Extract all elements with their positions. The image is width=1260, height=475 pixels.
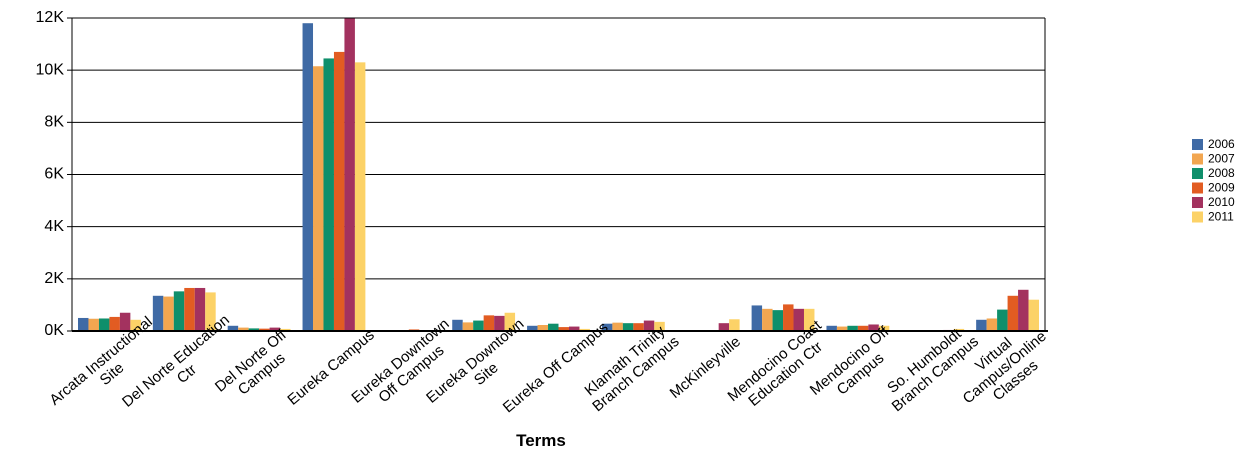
bar bbox=[868, 324, 879, 331]
bar bbox=[119, 312, 131, 331]
legend-swatch bbox=[1192, 153, 1203, 165]
bar bbox=[238, 327, 249, 331]
bar bbox=[78, 317, 89, 331]
bar bbox=[280, 328, 291, 331]
x-axis-label: Terms bbox=[516, 431, 566, 450]
legend-label: 2009 bbox=[1208, 181, 1235, 195]
bar bbox=[579, 328, 590, 331]
bar bbox=[163, 296, 174, 331]
bar bbox=[227, 325, 239, 331]
legend-label: 2010 bbox=[1208, 195, 1235, 209]
y-tick-label: 4K bbox=[44, 218, 64, 235]
bar bbox=[205, 292, 216, 331]
y-tick-label: 10K bbox=[36, 61, 65, 78]
bar bbox=[184, 287, 195, 331]
legend-swatch bbox=[1192, 182, 1203, 194]
bar bbox=[772, 310, 784, 331]
bar bbox=[194, 287, 206, 331]
bar bbox=[269, 327, 281, 331]
bar bbox=[302, 23, 314, 331]
bar bbox=[986, 318, 998, 331]
bar bbox=[783, 304, 794, 331]
y-tick-label: 12K bbox=[36, 9, 65, 26]
bar bbox=[537, 325, 549, 331]
bar bbox=[1018, 289, 1029, 331]
bar bbox=[259, 328, 270, 331]
bar bbox=[803, 308, 815, 331]
bar bbox=[622, 323, 634, 331]
bar bbox=[354, 62, 366, 331]
bar bbox=[1028, 299, 1039, 331]
bar bbox=[152, 295, 164, 331]
bar bbox=[323, 58, 334, 331]
bar bbox=[504, 312, 516, 331]
axes-layer bbox=[67, 17, 1048, 332]
y-tick-label: 0K bbox=[44, 322, 64, 339]
grid-layer bbox=[72, 17, 1045, 280]
bar bbox=[826, 325, 837, 331]
bar bbox=[248, 328, 260, 331]
bar bbox=[612, 322, 623, 331]
bar bbox=[762, 308, 773, 331]
bar bbox=[836, 326, 848, 331]
y-tick-label: 8K bbox=[44, 114, 64, 131]
bar bbox=[878, 325, 890, 331]
bar bbox=[462, 322, 474, 331]
y-tick-label: 6K bbox=[44, 166, 64, 183]
legend-label: 2011 bbox=[1208, 210, 1234, 224]
bar bbox=[1007, 295, 1019, 331]
bar bbox=[654, 321, 665, 331]
bar bbox=[718, 323, 730, 331]
y-tick-label: 2K bbox=[44, 270, 64, 287]
bar bbox=[548, 323, 559, 331]
bar bbox=[568, 326, 580, 331]
bar bbox=[847, 325, 858, 331]
bar bbox=[344, 18, 355, 331]
bar bbox=[109, 316, 120, 331]
bar bbox=[473, 320, 484, 331]
bar bbox=[601, 323, 613, 331]
bar bbox=[633, 323, 644, 331]
bar bbox=[483, 315, 495, 331]
legend-swatch bbox=[1192, 211, 1203, 223]
bar bbox=[643, 320, 655, 331]
bar bbox=[333, 51, 345, 332]
legend-label: 2007 bbox=[1208, 152, 1235, 166]
bar bbox=[527, 325, 538, 331]
bar bbox=[313, 66, 324, 332]
legend-swatch bbox=[1192, 168, 1203, 179]
bar bbox=[130, 319, 141, 331]
legend-swatch bbox=[1192, 139, 1203, 150]
bar bbox=[494, 315, 505, 331]
bar bbox=[98, 318, 110, 331]
bar bbox=[558, 327, 569, 331]
bar bbox=[857, 325, 869, 331]
legend-label: 2008 bbox=[1208, 166, 1235, 180]
legend-swatch bbox=[1192, 197, 1203, 208]
bar bbox=[976, 319, 987, 331]
bar bbox=[729, 319, 740, 331]
bar bbox=[452, 319, 463, 331]
x-tick-label: Mendocino OffCampus bbox=[807, 323, 904, 412]
bar bbox=[88, 318, 99, 331]
bar bbox=[953, 328, 965, 331]
bar bbox=[793, 308, 804, 331]
y-tick-labels: 0K 2K 4K 6K 8K 10K 12K bbox=[36, 9, 65, 339]
bar bbox=[997, 309, 1008, 331]
bar bbox=[173, 291, 185, 331]
legend-label: 2006 bbox=[1208, 137, 1235, 151]
bar bbox=[751, 305, 763, 331]
